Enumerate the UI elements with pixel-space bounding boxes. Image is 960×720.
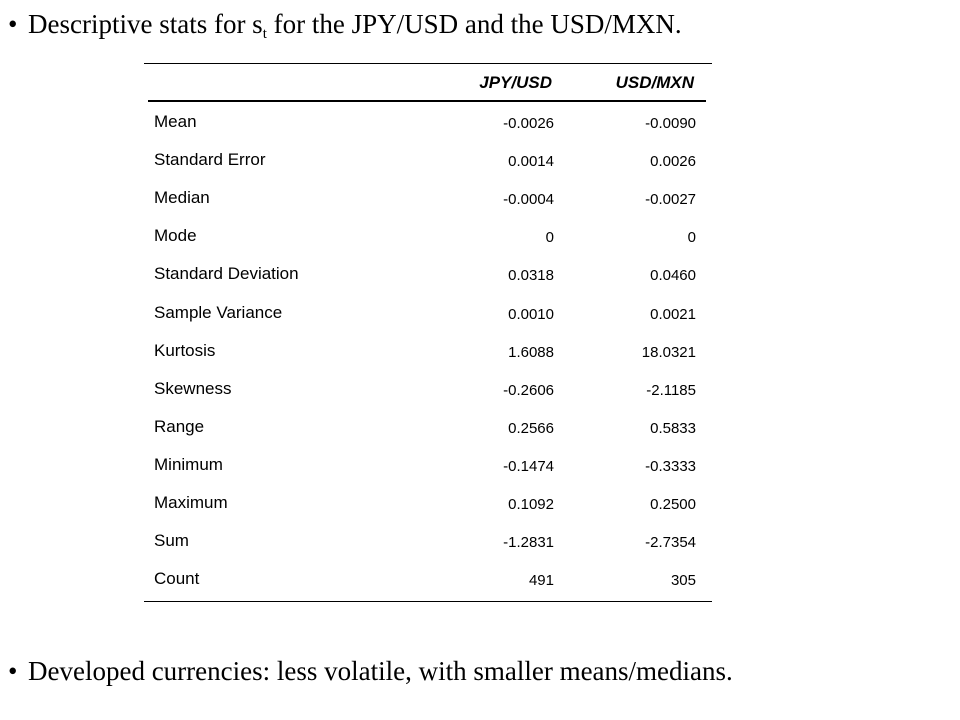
- cell-usd-mxn: -2.1185: [646, 381, 696, 399]
- cell-jpy-usd: 0.1092: [508, 496, 554, 513]
- table-row: Mean -0.0026 -0.0090: [144, 108, 712, 146]
- bullet-text-pre: Descriptive stats for s: [28, 9, 263, 39]
- cell-usd-mxn: 0: [687, 229, 696, 247]
- table-row: Mode 0 0: [144, 222, 712, 260]
- row-label: Standard Error: [154, 150, 266, 170]
- cell-jpy-usd: -0.2606: [503, 381, 554, 399]
- row-label: Count: [154, 569, 200, 589]
- table-row: Skewness -0.2606 -2.1185: [144, 375, 712, 413]
- cell-jpy-usd: 491: [528, 572, 554, 590]
- row-label: Sum: [154, 531, 189, 551]
- table-bottom-rule: [144, 601, 712, 602]
- cell-usd-mxn: 0.2500: [650, 496, 696, 513]
- row-label: Range: [154, 416, 205, 436]
- cell-jpy-usd: 0.0318: [508, 267, 554, 285]
- cell-jpy-usd: 0: [545, 229, 554, 247]
- cell-usd-mxn: 0.0026: [650, 153, 696, 171]
- table-header-rule: [148, 100, 706, 102]
- bullet-subscript: t: [262, 26, 267, 42]
- cell-usd-mxn: -0.0027: [645, 191, 696, 209]
- cell-usd-mxn: 18.0321: [641, 343, 696, 361]
- cell-usd-mxn: 305: [670, 572, 696, 590]
- bullet-descriptive-stats: • Descriptive stats for st for the JPY/US…: [8, 8, 682, 42]
- cell-usd-mxn: -0.0090: [645, 115, 696, 132]
- bullet-developed-currencies: • Developed currencies: less volatile, wi…: [8, 655, 733, 687]
- cell-jpy-usd: -1.2831: [503, 534, 554, 552]
- table-row: Kurtosis 1.6088 18.0321: [144, 337, 712, 375]
- column-header-jpy-usd: JPY/USD: [479, 73, 552, 92]
- cell-jpy-usd: 0.2566: [508, 419, 554, 437]
- cell-usd-mxn: -0.3333: [645, 457, 696, 475]
- row-label: Standard Deviation: [154, 264, 299, 284]
- row-label: Mean: [154, 112, 197, 131]
- table-row: Minimum -0.1474 -0.3333: [144, 451, 712, 489]
- cell-jpy-usd: 1.6088: [508, 343, 554, 361]
- table-row: Standard Error 0.0014 0.0026: [144, 146, 712, 184]
- cell-usd-mxn: 0.5833: [650, 419, 696, 437]
- cell-jpy-usd: -0.0026: [503, 115, 554, 132]
- row-label: Kurtosis: [154, 340, 216, 360]
- row-label: Minimum: [154, 454, 223, 474]
- table-row: Standard Deviation 0.0318 0.0460: [144, 260, 712, 298]
- row-label: Sample Variance: [154, 302, 283, 322]
- bullet-text-post: for the JPY/USD and the USD/MXN.: [266, 9, 682, 39]
- table-row: Maximum 0.1092 0.2500: [144, 489, 712, 527]
- row-label: Skewness: [154, 378, 232, 398]
- cell-usd-mxn: 0.0460: [650, 267, 696, 285]
- table-top-rule: [144, 63, 712, 64]
- bullet-marker: •: [8, 656, 18, 686]
- row-label: Median: [154, 188, 210, 208]
- cell-jpy-usd: -0.0004: [503, 191, 554, 209]
- cell-jpy-usd: 0.0014: [508, 153, 554, 171]
- table-row: Count 491 305: [144, 565, 712, 603]
- table-row: Range 0.2566 0.5833: [144, 413, 712, 451]
- descriptive-stats-table: JPY/USD USD/MXN Mean -0.0026 -0.0090 Standa…: [144, 63, 712, 602]
- table-row: Sample Variance 0.0010 0.0021: [144, 299, 712, 337]
- bullet-text: Developed currencies: less volatile, wit…: [28, 656, 733, 686]
- column-header-usd-mxn: USD/MXN: [615, 73, 694, 92]
- cell-usd-mxn: 0.0021: [650, 305, 696, 323]
- cell-jpy-usd: -0.1474: [503, 457, 554, 475]
- row-label: Mode: [154, 226, 197, 246]
- table-row: Sum -1.2831 -2.7354: [144, 527, 712, 565]
- row-label: Maximum: [154, 493, 228, 512]
- table-row: Median -0.0004 -0.0027: [144, 184, 712, 222]
- cell-usd-mxn: -2.7354: [645, 534, 696, 552]
- bullet-marker: •: [8, 9, 18, 39]
- cell-jpy-usd: 0.0010: [508, 305, 554, 323]
